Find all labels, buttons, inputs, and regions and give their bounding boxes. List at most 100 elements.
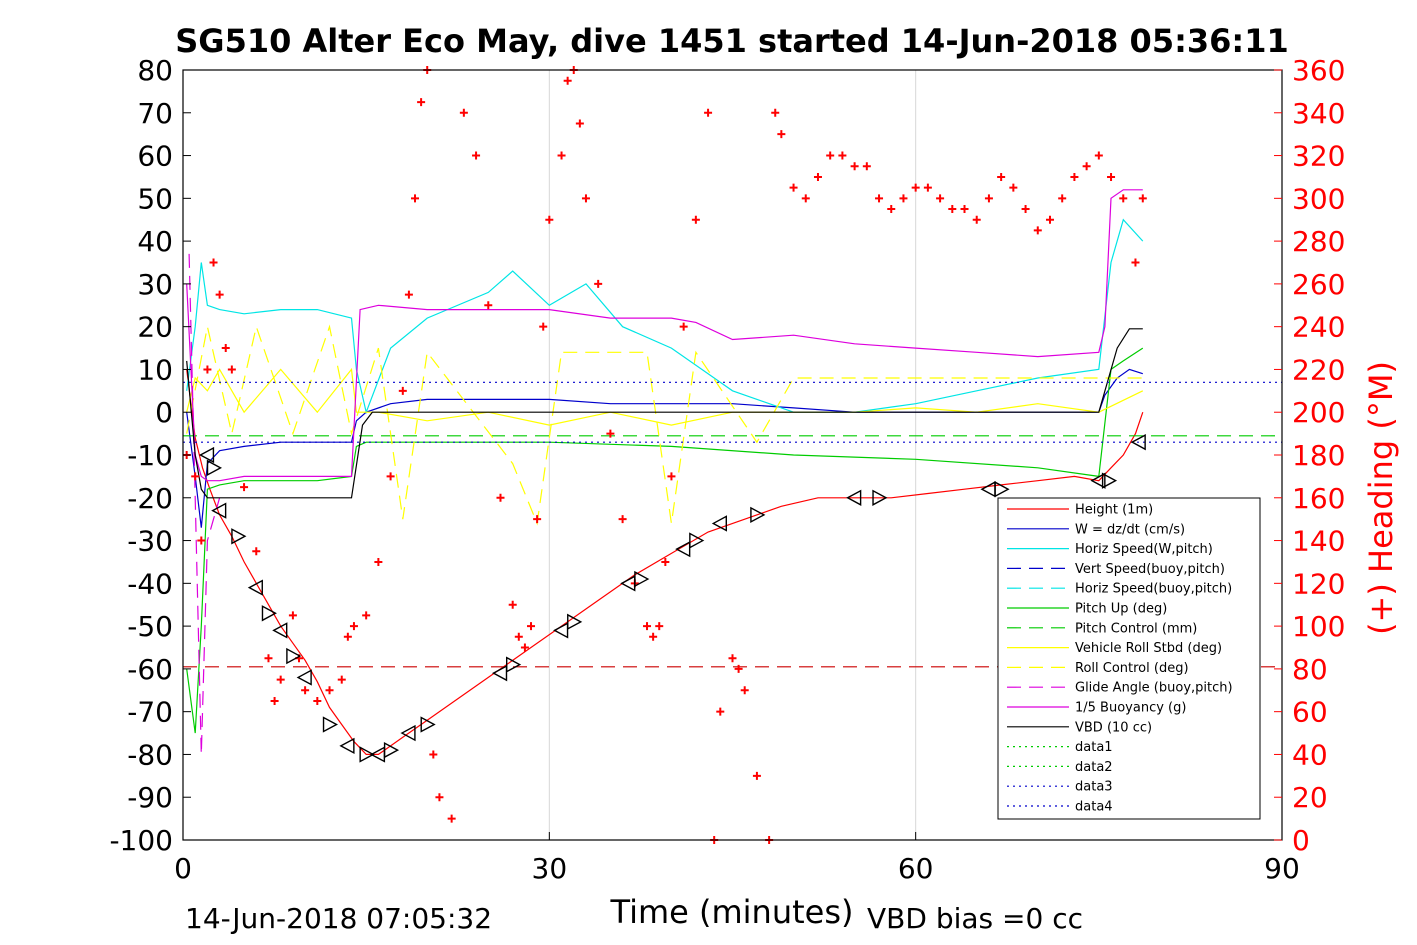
heading-point <box>276 675 285 684</box>
heading-point <box>362 611 371 620</box>
heading-point <box>264 654 273 663</box>
heading-point <box>288 611 297 620</box>
heading-point <box>734 664 743 673</box>
heading-point <box>447 814 456 823</box>
x-tick-label: 60 <box>898 852 934 885</box>
heading-point <box>771 108 780 117</box>
heading-point <box>1131 258 1140 267</box>
y2-tick-label: 240 <box>1292 311 1345 344</box>
heading-point <box>911 183 920 192</box>
heading-point <box>752 771 761 780</box>
vbd-marker <box>211 502 227 519</box>
vbd-marker <box>675 540 691 558</box>
vbd-marker <box>634 570 650 588</box>
y2-tick-label: 340 <box>1292 97 1345 130</box>
y-tick-label: -70 <box>127 696 173 729</box>
y2-tick-label: 280 <box>1292 225 1345 258</box>
y2-tick-label: 140 <box>1292 525 1345 558</box>
heading-point <box>301 686 310 695</box>
heading-point <box>1082 162 1091 171</box>
y-tick-label: -10 <box>127 439 173 472</box>
heading-point <box>716 707 725 716</box>
vbd-marker <box>1090 472 1106 489</box>
x-axis-label: Time (minutes) <box>610 893 854 931</box>
heading-point <box>191 472 200 481</box>
heading-point <box>539 322 548 331</box>
heading-point <box>527 622 536 631</box>
y2-tick-label: 20 <box>1292 781 1328 814</box>
y-tick-label: 70 <box>137 97 173 130</box>
heading-point <box>520 643 529 652</box>
vbd-marker <box>383 741 400 759</box>
heading-point <box>997 172 1006 181</box>
heading-point <box>557 151 566 160</box>
heading-point <box>374 557 383 566</box>
y2-tick-label: 360 <box>1292 54 1345 87</box>
heading-point <box>643 622 652 631</box>
heading-point <box>227 365 236 374</box>
heading-point <box>960 205 969 214</box>
y2-tick-label: 220 <box>1292 353 1345 386</box>
heading-point <box>984 194 993 203</box>
y-tick-label: 60 <box>137 140 173 173</box>
vbd-marker <box>750 506 766 524</box>
legend-label-11: VBD (10 cc) <box>1075 720 1152 735</box>
legend-label-0: Height (1m) <box>1075 503 1153 518</box>
vbd-marker <box>206 459 223 477</box>
heading-point <box>899 194 908 203</box>
x-tick-label: 90 <box>1264 852 1300 885</box>
y2-tick-label: 260 <box>1292 268 1345 301</box>
y2-tick-label: 180 <box>1292 439 1345 472</box>
legend-label-15: data4 <box>1075 800 1113 815</box>
vbd-marker <box>286 647 302 665</box>
legend-label-4: Horiz Speed(buoy,pitch) <box>1075 582 1232 597</box>
legend-box <box>997 497 1261 820</box>
heading-point <box>649 632 658 641</box>
y2-tick-label: 160 <box>1292 482 1345 515</box>
vbd-marker <box>1130 433 1146 451</box>
heading-point <box>1107 172 1116 181</box>
series-line-3 <box>186 347 1144 734</box>
y2-tick-label: 60 <box>1292 696 1328 729</box>
heading-point <box>514 632 523 641</box>
vbd-marker <box>400 724 416 742</box>
heading-point <box>1070 172 1079 181</box>
legend-label-3: Vert Speed(buoy,pitch) <box>1075 562 1225 577</box>
heading-point <box>252 547 261 556</box>
heading-point <box>563 76 572 85</box>
heading-point <box>417 98 426 107</box>
legend-label-9: Glide Angle (buoy,pitch) <box>1075 681 1233 696</box>
legend-label-13: data2 <box>1075 760 1113 775</box>
x-tick-label: 30 <box>532 852 568 885</box>
y-tick-label: -90 <box>127 781 173 814</box>
chart-title: SG510 Alter Eco May, dive 1451 started 1… <box>175 22 1288 60</box>
heading-point <box>679 322 688 331</box>
y-tick-label: 30 <box>137 268 173 301</box>
heading-point <box>1045 215 1054 224</box>
y-tick-label: 40 <box>137 225 173 258</box>
heading-point <box>484 301 493 310</box>
legend-label-7: Vehicle Roll Stbd (deg) <box>1075 641 1222 656</box>
legend-label-14: data3 <box>1075 780 1113 795</box>
footer-timestamp: 14-Jun-2018 07:05:32 <box>185 902 492 935</box>
heading-point <box>862 162 871 171</box>
series-line-6 <box>186 324 1143 526</box>
legend-label-10: 1/5 Buoyancy (g) <box>1075 701 1186 716</box>
legend-label-5: Pitch Up (deg) <box>1075 602 1167 617</box>
vbd-marker <box>272 622 288 639</box>
heading-point <box>215 290 224 299</box>
y-tick-label: 20 <box>137 311 173 344</box>
vbd-marker <box>359 746 375 763</box>
vbd-marker <box>1101 472 1118 489</box>
legend-label-8: Roll Control (deg) <box>1075 661 1189 676</box>
heading-point <box>813 172 822 181</box>
heading-point <box>533 515 542 524</box>
y-tick-label: 0 <box>155 396 173 429</box>
vbd-marker <box>198 446 215 464</box>
vbd-marker <box>994 481 1010 498</box>
series-line-9 <box>186 328 1143 499</box>
y-tick-label: -100 <box>109 824 173 857</box>
heading-point <box>887 205 896 214</box>
heading-point <box>850 162 859 171</box>
heading-point <box>343 632 352 641</box>
